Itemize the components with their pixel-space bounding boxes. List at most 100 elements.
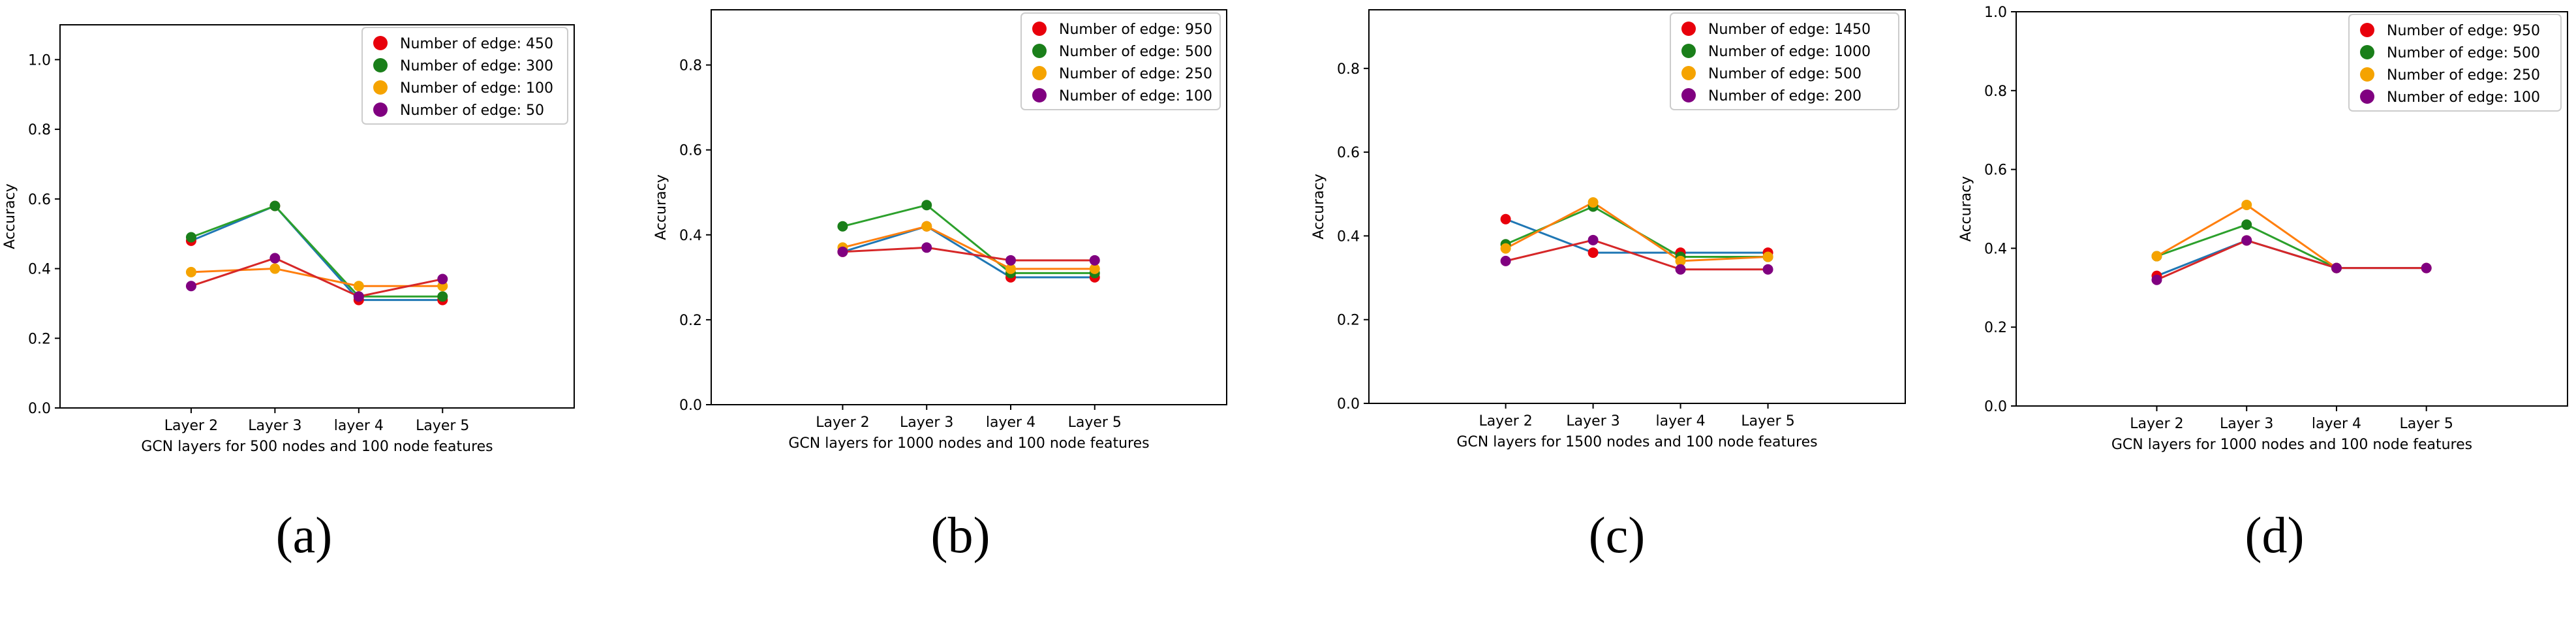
series-line xyxy=(191,204,443,298)
data-point xyxy=(921,221,932,232)
data-point xyxy=(1005,255,1016,266)
legend-entry: Number of edge: 100 xyxy=(2387,89,2540,106)
chart-panel-a: 0.0 0.2 0.4 0.6 0.8 1.0 Layer 2 Layer 3 layer 4 L… xyxy=(0,0,587,496)
y-tick-label: 0.6 xyxy=(1337,145,1360,161)
panel-label-d: (d) xyxy=(2245,507,2305,563)
x-tick-label: Layer 2 xyxy=(1479,413,1532,429)
y-tick-label: 1.0 xyxy=(28,52,51,69)
x-tick-label: Layer 3 xyxy=(2220,416,2273,432)
legend-marker xyxy=(373,80,388,95)
x-tick-label: Layer 3 xyxy=(900,414,953,431)
data-point xyxy=(1500,243,1511,254)
data-point xyxy=(2241,235,2252,246)
legend-entry: Number of edge: 500 xyxy=(1708,66,1862,82)
panel-label-c: (c) xyxy=(1588,507,1646,563)
data-point xyxy=(185,266,196,277)
x-tick-label: Layer 2 xyxy=(816,414,869,431)
data-point xyxy=(437,273,448,285)
legend-marker xyxy=(2360,23,2374,37)
data-point xyxy=(2241,199,2252,210)
y-tick-label: 0.8 xyxy=(1337,61,1360,78)
legend-marker xyxy=(373,36,388,50)
panel-label-a: (a) xyxy=(275,507,333,563)
series-line xyxy=(842,225,1095,279)
data-point xyxy=(1675,264,1686,275)
y-tick-label: 0.0 xyxy=(1337,396,1360,413)
legend-box xyxy=(1670,12,1899,110)
legend-marker xyxy=(1681,22,1696,36)
series-line xyxy=(1505,218,1768,254)
y-tick-label: 0.0 xyxy=(28,401,51,417)
data-point xyxy=(1587,247,1599,258)
legend-marker xyxy=(2360,67,2374,82)
data-point xyxy=(837,221,848,232)
data-point xyxy=(437,291,448,302)
legend-marker xyxy=(1032,66,1047,80)
series-line xyxy=(842,204,1095,274)
data-point xyxy=(2241,219,2252,230)
legend-box xyxy=(1020,12,1221,110)
chart-panel-b: 0.0 0.2 0.4 0.6 0.8 Layer 2 Layer 3 layer 4 Laye… xyxy=(646,0,1233,496)
y-tick-label: 0.2 xyxy=(679,313,702,329)
legend-entry: Number of edge: 950 xyxy=(1059,22,1212,38)
y-tick-label: 0.8 xyxy=(679,58,702,74)
y-tick-label: 0.6 xyxy=(679,143,702,159)
y-tick-label: 1.0 xyxy=(1984,5,2007,21)
legend-box xyxy=(361,27,568,125)
x-axis-label: GCN layers for 500 nodes and 100 node fe… xyxy=(141,439,493,455)
y-tick-label: 0.6 xyxy=(1984,163,2007,179)
x-tick-label: layer 4 xyxy=(2312,416,2361,432)
y-axis-label: Accuracy xyxy=(1311,174,1327,239)
chart-panel-d: 0.0 0.2 0.4 0.6 0.8 1.0 Layer 2 Layer 3 layer 4 L… xyxy=(1957,0,2571,496)
data-point xyxy=(921,242,932,253)
legend-marker xyxy=(1681,66,1696,80)
data-point xyxy=(1762,264,1773,275)
legend-entry: Number of edge: 250 xyxy=(2387,67,2540,84)
series-line xyxy=(842,225,1095,270)
data-point xyxy=(1089,263,1100,274)
legend-marker xyxy=(1032,44,1047,58)
x-axis-label: GCN layers for 1000 nodes and 100 node f… xyxy=(788,435,1149,452)
y-tick-label: 0.8 xyxy=(1984,84,2007,100)
x-axis-label: GCN layers for 1000 nodes and 100 node f… xyxy=(2111,437,2472,453)
legend-marker xyxy=(2360,45,2374,59)
y-tick-label: 0.6 xyxy=(28,192,51,208)
data-point xyxy=(837,246,848,257)
axes-frame xyxy=(711,9,1227,405)
x-tick-label: layer 4 xyxy=(986,414,1035,431)
x-tick-label: Layer 2 xyxy=(164,418,218,434)
data-point xyxy=(353,291,364,302)
data-point xyxy=(185,281,196,292)
legend-marker xyxy=(2360,89,2374,104)
legend-marker xyxy=(1032,88,1047,102)
data-point xyxy=(1089,255,1100,266)
legend-marker xyxy=(1681,88,1696,102)
chart-panel-c: 0.0 0.2 0.4 0.6 0.8 Layer 2 Layer 3 layer 4 Laye… xyxy=(1298,0,1912,496)
legend-entry: Number of edge: 500 xyxy=(2387,45,2540,61)
series-line xyxy=(2156,223,2337,269)
y-tick-label: 0.4 xyxy=(1337,228,1360,245)
legend-marker xyxy=(373,58,388,72)
series-line xyxy=(842,246,1095,262)
legend-entry: Number of edge: 950 xyxy=(2387,23,2540,39)
x-tick-label: Layer 5 xyxy=(1741,413,1794,429)
y-tick-label: 0.8 xyxy=(28,122,51,138)
data-point xyxy=(269,200,281,211)
axes-frame xyxy=(59,24,575,409)
data-point xyxy=(2151,251,2162,262)
legend-entry: Number of edge: 1000 xyxy=(1708,44,1871,60)
data-point xyxy=(185,232,196,243)
legend-marker xyxy=(1681,44,1696,58)
x-tick-label: Layer 5 xyxy=(1068,414,1122,431)
legend-entry: Number of edge: 500 xyxy=(1059,44,1212,60)
y-tick-label: 0.2 xyxy=(1337,313,1360,329)
x-tick-label: layer 4 xyxy=(1655,413,1705,429)
y-axis-label: Accuracy xyxy=(1958,176,1974,242)
series-line xyxy=(1505,201,1768,262)
legend-entry: Number of edge: 1450 xyxy=(1708,22,1871,38)
axes-frame xyxy=(2016,11,2568,407)
x-tick-label: Layer 3 xyxy=(248,418,301,434)
data-point xyxy=(1675,255,1686,266)
legend-entry: Number of edge: 100 xyxy=(1059,88,1212,104)
data-point xyxy=(2331,262,2342,273)
